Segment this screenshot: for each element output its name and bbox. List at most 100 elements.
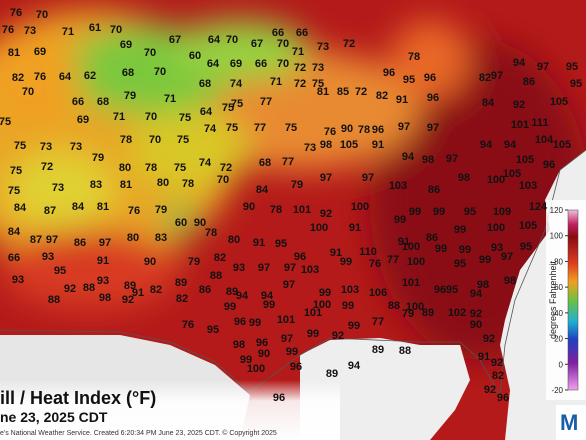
station-value: 89 (226, 286, 238, 298)
station-value: 78 (358, 124, 370, 136)
station-value: 95 (570, 78, 582, 90)
station-value: 94 (504, 139, 517, 151)
station-value: 70 (277, 38, 289, 50)
station-value: 74 (230, 78, 243, 90)
station-value: 105 (516, 154, 534, 166)
station-value: 88 (388, 300, 400, 312)
station-value: 93 (42, 251, 54, 263)
station-value: 106 (369, 287, 387, 299)
station-value: 99 (340, 256, 352, 268)
station-value: 82 (479, 72, 491, 84)
station-value: 88 (83, 282, 95, 294)
station-value: 97 (284, 262, 296, 274)
station-value: 97 (446, 153, 458, 165)
station-value: 97 (281, 333, 293, 345)
station-value: 70 (226, 34, 238, 46)
station-value: 69 (230, 58, 242, 70)
station-value: 72 (294, 78, 306, 90)
station-value: 76 (128, 205, 140, 217)
station-value: 99 (394, 214, 406, 226)
gulf (300, 338, 470, 440)
station-value: 76 (369, 258, 381, 270)
station-value: 99 (433, 206, 445, 218)
station-value: 111 (531, 117, 548, 129)
station-value: 77 (372, 316, 384, 328)
colorbar-tick-label: 100 (550, 232, 564, 241)
coastline (0, 149, 586, 397)
station-value: 66 (255, 58, 267, 70)
station-value: 89 (372, 344, 384, 356)
station-value: 82 (492, 370, 504, 382)
station-value: 67 (251, 38, 263, 50)
station-value: 97 (362, 172, 374, 184)
station-value: 98 (458, 172, 470, 184)
colorbar-tick-label: -20 (551, 386, 563, 395)
station-value: 97 (320, 172, 332, 184)
station-value: 90 (194, 217, 206, 229)
colorbar-panel (546, 200, 586, 400)
station-value: 84 (8, 226, 21, 238)
station-value: 101 (277, 314, 295, 326)
station-value: 81 (97, 201, 109, 213)
station-value: 93 (97, 275, 109, 287)
station-value: 101 (304, 307, 322, 319)
colorbar-tick-label: 80 (554, 257, 563, 266)
station-value: 86 (523, 76, 535, 88)
station-value: 87 (30, 234, 42, 246)
station-value: 86 (74, 237, 86, 249)
station-value: 91 (253, 237, 265, 249)
station-value: 76 (324, 126, 336, 138)
station-value: 105 (340, 139, 358, 151)
station-value: 105 (550, 96, 568, 108)
station-value: 69 (120, 39, 132, 51)
station-value: 124 (529, 201, 548, 213)
station-value: 73 (304, 142, 316, 154)
station-value: 99 (342, 300, 354, 312)
station-value: 78 (408, 51, 420, 63)
station-value: 105 (519, 220, 537, 232)
station-value: 70 (154, 66, 166, 78)
station-value: 64 (200, 106, 213, 118)
station-value: 99 (409, 206, 421, 218)
station-value: 100 (402, 241, 420, 253)
station-value: 97 (46, 234, 58, 246)
station-value: 96 (294, 251, 306, 263)
station-value: 98 (504, 275, 516, 287)
station-value: 89 (175, 277, 187, 289)
station-value: 105 (553, 139, 571, 151)
station-value: 99 (435, 243, 447, 255)
station-value: 76 (34, 71, 46, 83)
station-value: 100 (351, 201, 369, 213)
station-value: 92 (483, 333, 495, 345)
station-value: 67 (169, 34, 181, 46)
station-value: 84 (482, 97, 495, 109)
station-value: 82 (12, 72, 24, 84)
station-value: 73 (40, 141, 52, 153)
station-value: 80 (228, 234, 240, 246)
station-value: 100 (310, 222, 328, 234)
station-value: 94 (402, 151, 415, 163)
station-value: 95 (446, 284, 458, 296)
station-value: 75 (10, 165, 22, 177)
station-value: 96 (256, 337, 268, 349)
station-value: 99 (479, 254, 491, 266)
title-panel (0, 380, 340, 440)
station-value: 95 (464, 206, 476, 218)
station-value: 87 (44, 205, 56, 217)
station-value: 60 (189, 50, 201, 62)
station-value: 78 (120, 134, 132, 146)
station-value: 70 (110, 24, 122, 36)
station-value: 90 (243, 201, 255, 213)
station-value: 101 (511, 119, 529, 131)
station-value: 96 (383, 67, 395, 79)
station-value: 75 (0, 116, 11, 128)
station-value: 84 (256, 184, 269, 196)
station-value: 95 (207, 324, 219, 336)
station-value: 96 (273, 392, 285, 404)
station-value: 109 (493, 206, 511, 218)
station-value: 90 (470, 319, 482, 331)
credit: e's National Weather Service. Created 6:… (0, 429, 277, 437)
station-value: 103 (389, 180, 407, 192)
station-value: 82 (150, 284, 162, 296)
